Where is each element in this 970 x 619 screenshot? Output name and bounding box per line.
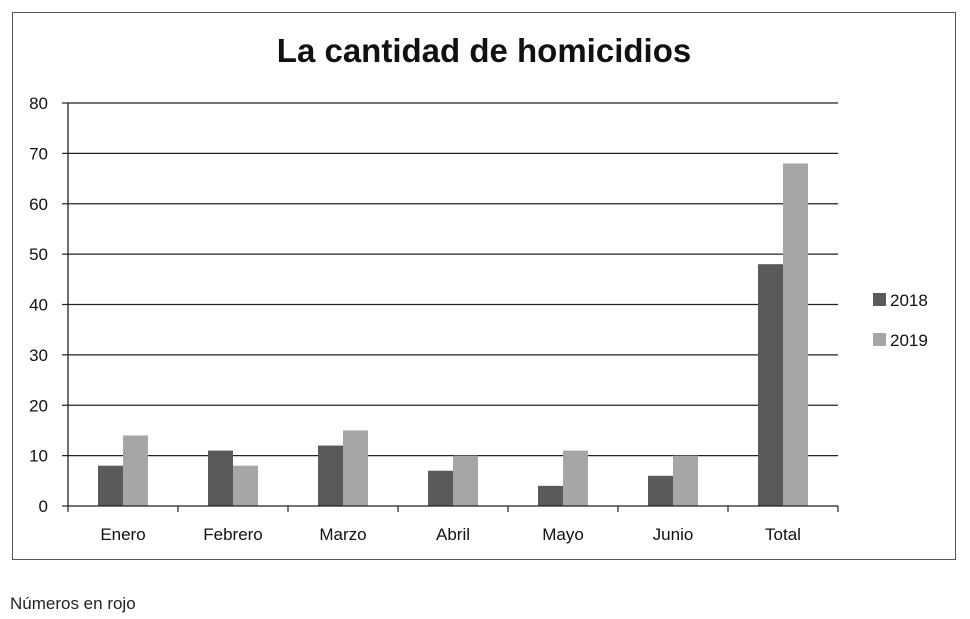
legend-swatch-2018 <box>873 293 886 306</box>
y-tick-label: 10 <box>29 447 48 466</box>
bars <box>98 163 808 506</box>
bar-2019-Enero <box>123 435 148 506</box>
footnote: Números en rojo <box>10 594 136 614</box>
x-tick-label: Mayo <box>542 525 584 544</box>
legend-swatch-2019 <box>873 333 886 346</box>
y-axis-ticks: 0 10 20 30 40 50 60 70 80 <box>29 94 68 516</box>
bar-2018-Total <box>758 264 783 506</box>
y-tick-label: 20 <box>29 396 48 415</box>
bar-2018-Marzo <box>318 446 343 506</box>
bar-2019-Total <box>783 163 808 506</box>
y-tick-label: 0 <box>39 497 48 516</box>
x-tick-label: Abril <box>436 525 470 544</box>
bar-2018-Junio <box>648 476 673 506</box>
x-tick-label: Total <box>765 525 801 544</box>
legend-label-2019: 2019 <box>890 331 928 350</box>
x-tick-label: Enero <box>100 525 145 544</box>
x-tick-label: Marzo <box>319 525 366 544</box>
y-tick-label: 50 <box>29 245 48 264</box>
x-tick-label: Febrero <box>203 525 263 544</box>
bar-2018-Enero <box>98 466 123 506</box>
x-tick-label: Junio <box>653 525 694 544</box>
y-tick-label: 40 <box>29 296 48 315</box>
bar-2019-Abril <box>453 456 478 506</box>
y-tick-label: 30 <box>29 346 48 365</box>
bar-2019-Febrero <box>233 466 258 506</box>
bar-2018-Mayo <box>538 486 563 506</box>
legend-label-2018: 2018 <box>890 291 928 310</box>
y-tick-label: 60 <box>29 195 48 214</box>
bar-2019-Junio <box>673 456 698 506</box>
legend: 2018 2019 <box>873 291 928 350</box>
y-tick-label: 80 <box>29 94 48 113</box>
bar-2019-Marzo <box>343 430 368 506</box>
bar-2019-Mayo <box>563 451 588 506</box>
bar-2018-Febrero <box>208 451 233 506</box>
grid-lines <box>68 103 838 456</box>
y-tick-label: 70 <box>29 144 48 163</box>
bar-2018-Abril <box>428 471 453 506</box>
